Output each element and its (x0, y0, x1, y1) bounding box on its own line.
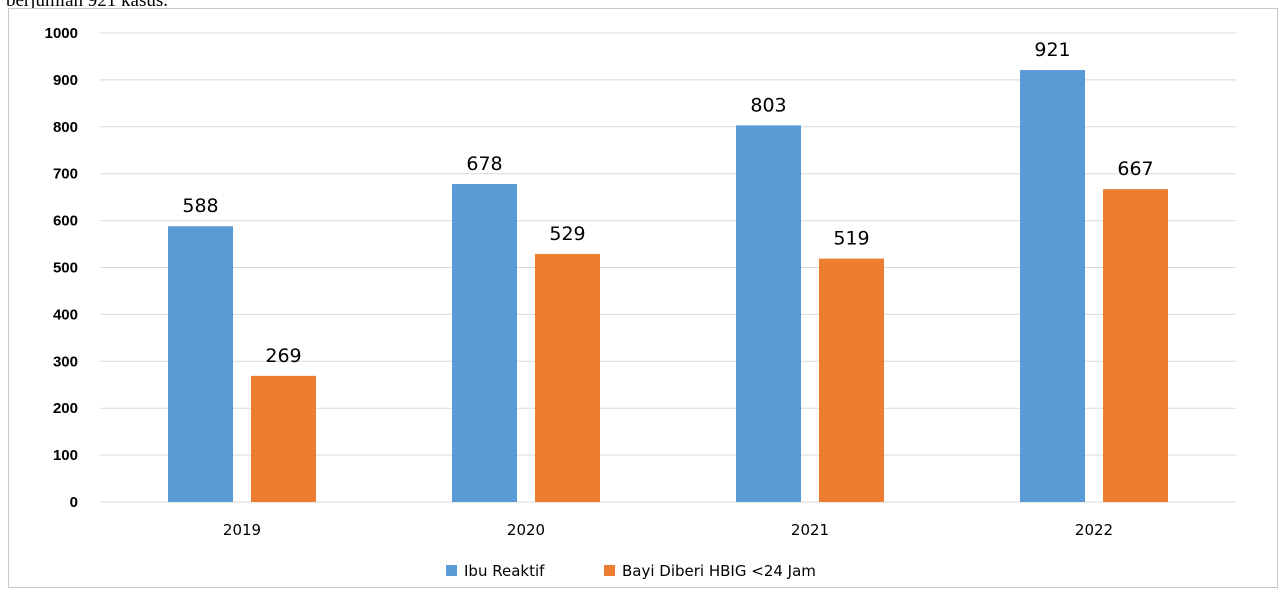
legend-swatch (446, 565, 457, 576)
y-tick-label: 1000 (45, 25, 78, 42)
y-axis-ticks: 0 100 200 300 400 500 600 700 800 900 1000 (45, 25, 78, 511)
bar-bayi-hbig-2021 (819, 258, 884, 502)
legend-label: Ibu Reaktif (464, 562, 545, 580)
data-label: 667 (1117, 158, 1153, 180)
x-tick-label: 2020 (507, 521, 545, 539)
data-label: 921 (1034, 39, 1070, 61)
bar-ibu-reaktif-2020 (452, 184, 517, 502)
legend-swatch (604, 565, 615, 576)
bars (168, 70, 1168, 503)
x-tick-label: 2021 (791, 521, 829, 539)
y-tick-label: 900 (53, 72, 78, 89)
x-tick-label: 2019 (223, 521, 261, 539)
y-tick-label: 800 (53, 119, 78, 136)
data-labels: 588 269 678 529 803 519 921 667 (182, 39, 1153, 367)
y-tick-label: 500 (53, 260, 78, 277)
y-tick-label: 200 (53, 400, 78, 417)
bar-bayi-hbig-2022 (1103, 189, 1168, 502)
x-axis-ticks: 2019 2020 2021 2022 (223, 521, 1113, 539)
y-tick-label: 700 (53, 166, 78, 183)
x-tick-label: 2022 (1075, 521, 1113, 539)
bar-ibu-reaktif-2019 (168, 226, 233, 502)
legend: Ibu Reaktif Bayi Diberi HBIG <24 Jam (446, 562, 816, 580)
bar-bayi-hbig-2020 (535, 253, 600, 502)
y-tick-label: 0 (70, 494, 78, 511)
data-label: 588 (182, 195, 218, 217)
data-label: 803 (750, 94, 786, 116)
bar-bayi-hbig-2019 (251, 375, 316, 502)
y-tick-label: 600 (53, 213, 78, 230)
y-tick-label: 300 (53, 353, 78, 370)
data-label: 269 (265, 345, 301, 367)
bar-ibu-reaktif-2022 (1020, 70, 1085, 503)
y-tick-label: 100 (53, 447, 78, 464)
data-label: 678 (466, 153, 502, 175)
caption-text: berjumlah 921 kasus. (6, 0, 169, 11)
y-tick-label: 400 (53, 306, 78, 323)
data-label: 519 (833, 228, 869, 250)
bar-ibu-reaktif-2021 (736, 125, 801, 502)
data-label: 529 (549, 223, 585, 245)
legend-label: Bayi Diberi HBIG <24 Jam (622, 562, 816, 580)
